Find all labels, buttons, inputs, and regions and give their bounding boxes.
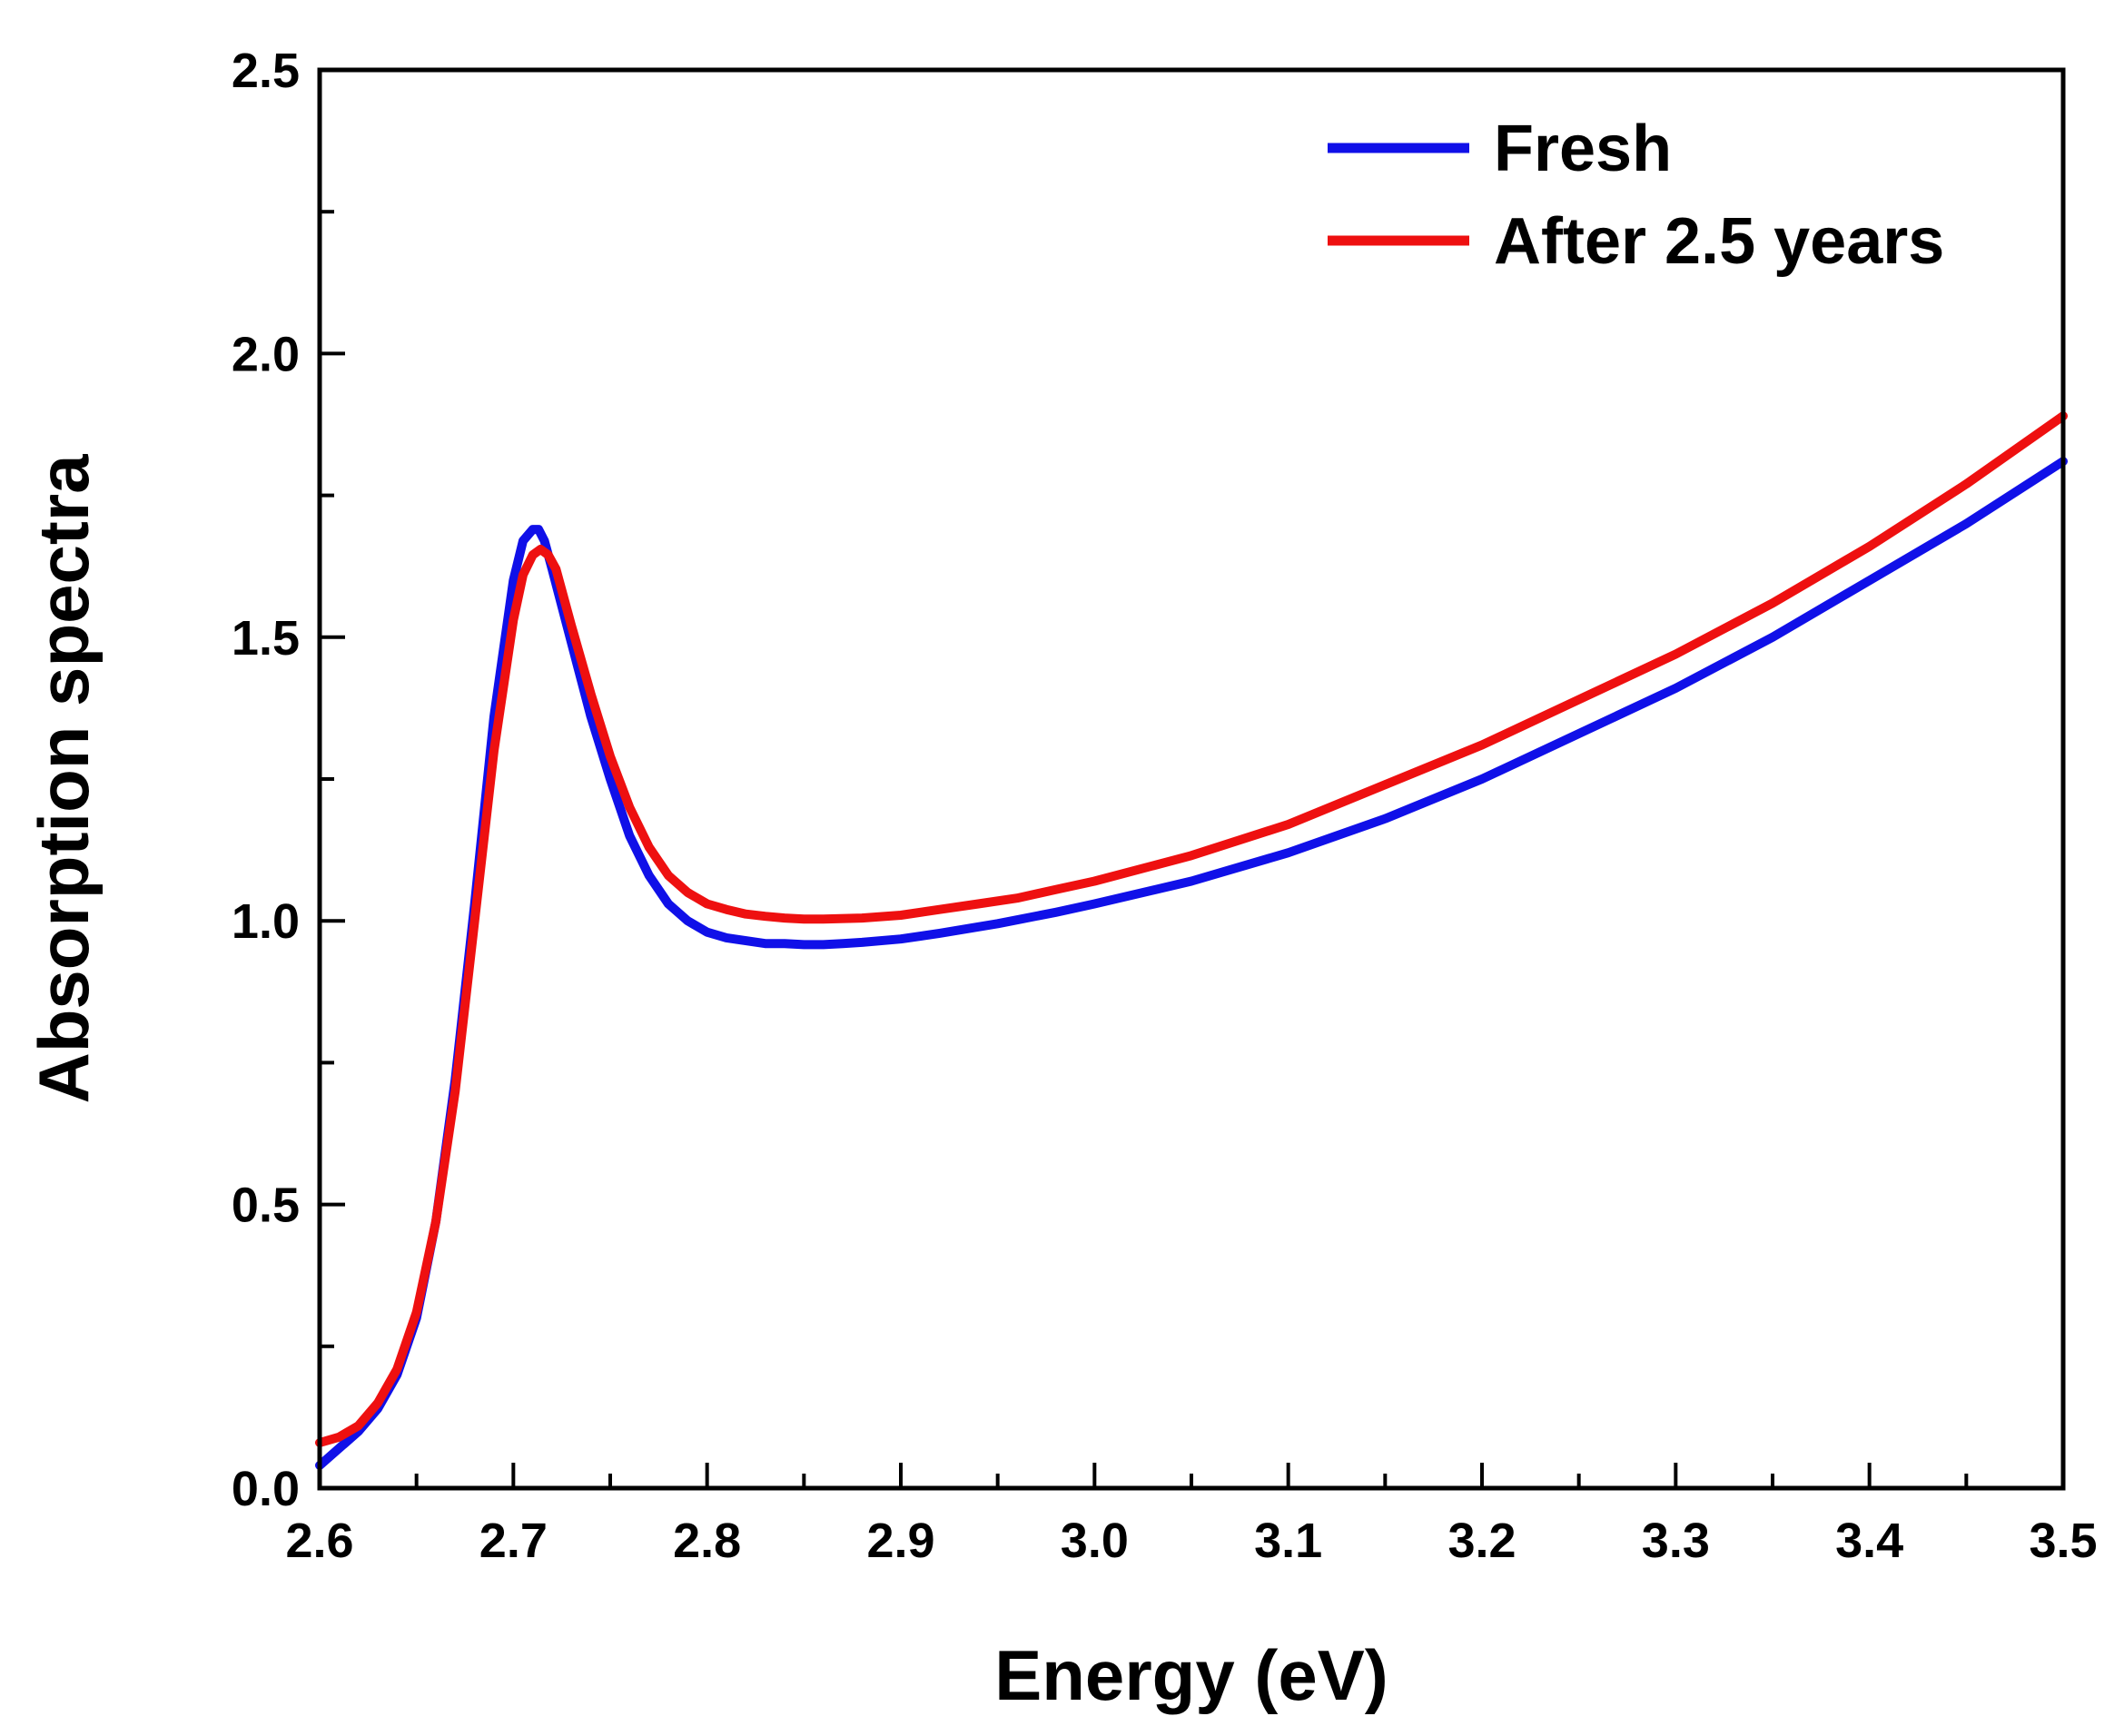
y-tick-label: 2.5: [232, 44, 300, 98]
x-tick-label: 3.1: [1254, 1514, 1322, 1568]
y-tick-label: 2.0: [232, 327, 300, 381]
x-tick-labels: 2.6 2.7 2.8 2.9 3.0 3.1 3.2 3.3 3.4 3.5: [285, 1514, 2097, 1568]
x-tick-label: 2.6: [285, 1514, 353, 1568]
legend-label-after-2-5-years: After 2.5 years: [1494, 205, 1944, 278]
y-tick-label: 1.0: [232, 894, 300, 949]
legend: Fresh After 2.5 years: [1328, 113, 1944, 278]
y-tick-label: 0.0: [232, 1462, 300, 1516]
x-tick-label: 2.9: [866, 1514, 934, 1568]
y-tick-labels: 0.0 0.5 1.0 1.5 2.0 2.5: [232, 44, 300, 1516]
x-tick-label: 3.5: [2029, 1514, 2097, 1568]
x-tick-label: 3.4: [1835, 1514, 1903, 1568]
series-layer: [315, 411, 2068, 1470]
x-axis-title: Energy (eV): [994, 1635, 1388, 1715]
x-tick-label: 3.2: [1447, 1514, 1516, 1568]
plot-frame: [317, 67, 2066, 1491]
series-line-after-2-5-years: [315, 411, 2068, 1447]
x-tick-label: 2.7: [479, 1514, 548, 1568]
y-tick-label: 0.5: [232, 1179, 300, 1233]
legend-label-fresh: Fresh: [1494, 113, 1672, 185]
x-tick-label: 3.0: [1061, 1514, 1129, 1568]
y-axis-title: Absorption spectra: [24, 454, 104, 1104]
x-tick-label: 3.3: [1642, 1514, 1710, 1568]
y-tick-label: 1.5: [232, 611, 300, 666]
x-tick-label: 2.8: [673, 1514, 741, 1568]
